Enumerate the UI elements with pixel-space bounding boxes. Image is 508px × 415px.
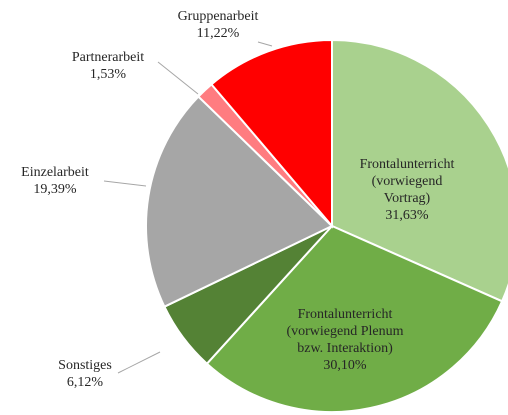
pie-slice xyxy=(205,224,504,413)
category-name: Frontalunterricht (vorwiegend Plenum bzw… xyxy=(286,307,404,356)
category-name: Einzelarbeit xyxy=(21,165,89,180)
slice-label: Partnerarbeit 1,53% xyxy=(58,49,158,83)
leader-line xyxy=(157,61,199,95)
slice-label: Sonstiges 6,12% xyxy=(40,357,130,391)
category-name: Frontalunterricht (vorwiegend Vortrag) xyxy=(359,157,455,206)
value-label: 30,10% xyxy=(323,358,367,373)
value-label: 6,12% xyxy=(66,375,104,390)
pie-slice xyxy=(331,38,508,303)
value-label: 19,39% xyxy=(33,182,77,197)
leader-line xyxy=(257,41,273,47)
leader-line xyxy=(117,351,161,374)
pie-slice xyxy=(145,95,334,309)
slice-label: Einzelarbeit 19,39% xyxy=(0,164,110,198)
slice-label: Frontalunterricht (vorwiegend Plenum bzw… xyxy=(285,306,405,374)
value-label: 31,63% xyxy=(385,208,429,223)
slice-label: Frontalunterricht (vorwiegend Vortrag) 31… xyxy=(347,156,467,224)
category-name: Gruppenarbeit xyxy=(177,9,259,24)
category-name: Sonstiges xyxy=(58,358,112,373)
slice-label: Gruppenarbeit 11,22% xyxy=(163,8,273,42)
value-label: 11,22% xyxy=(196,26,240,41)
category-name: Partnerarbeit xyxy=(71,50,145,65)
pie-slice xyxy=(210,38,333,229)
leader-line xyxy=(103,180,147,187)
value-label: 1,53% xyxy=(89,67,127,82)
